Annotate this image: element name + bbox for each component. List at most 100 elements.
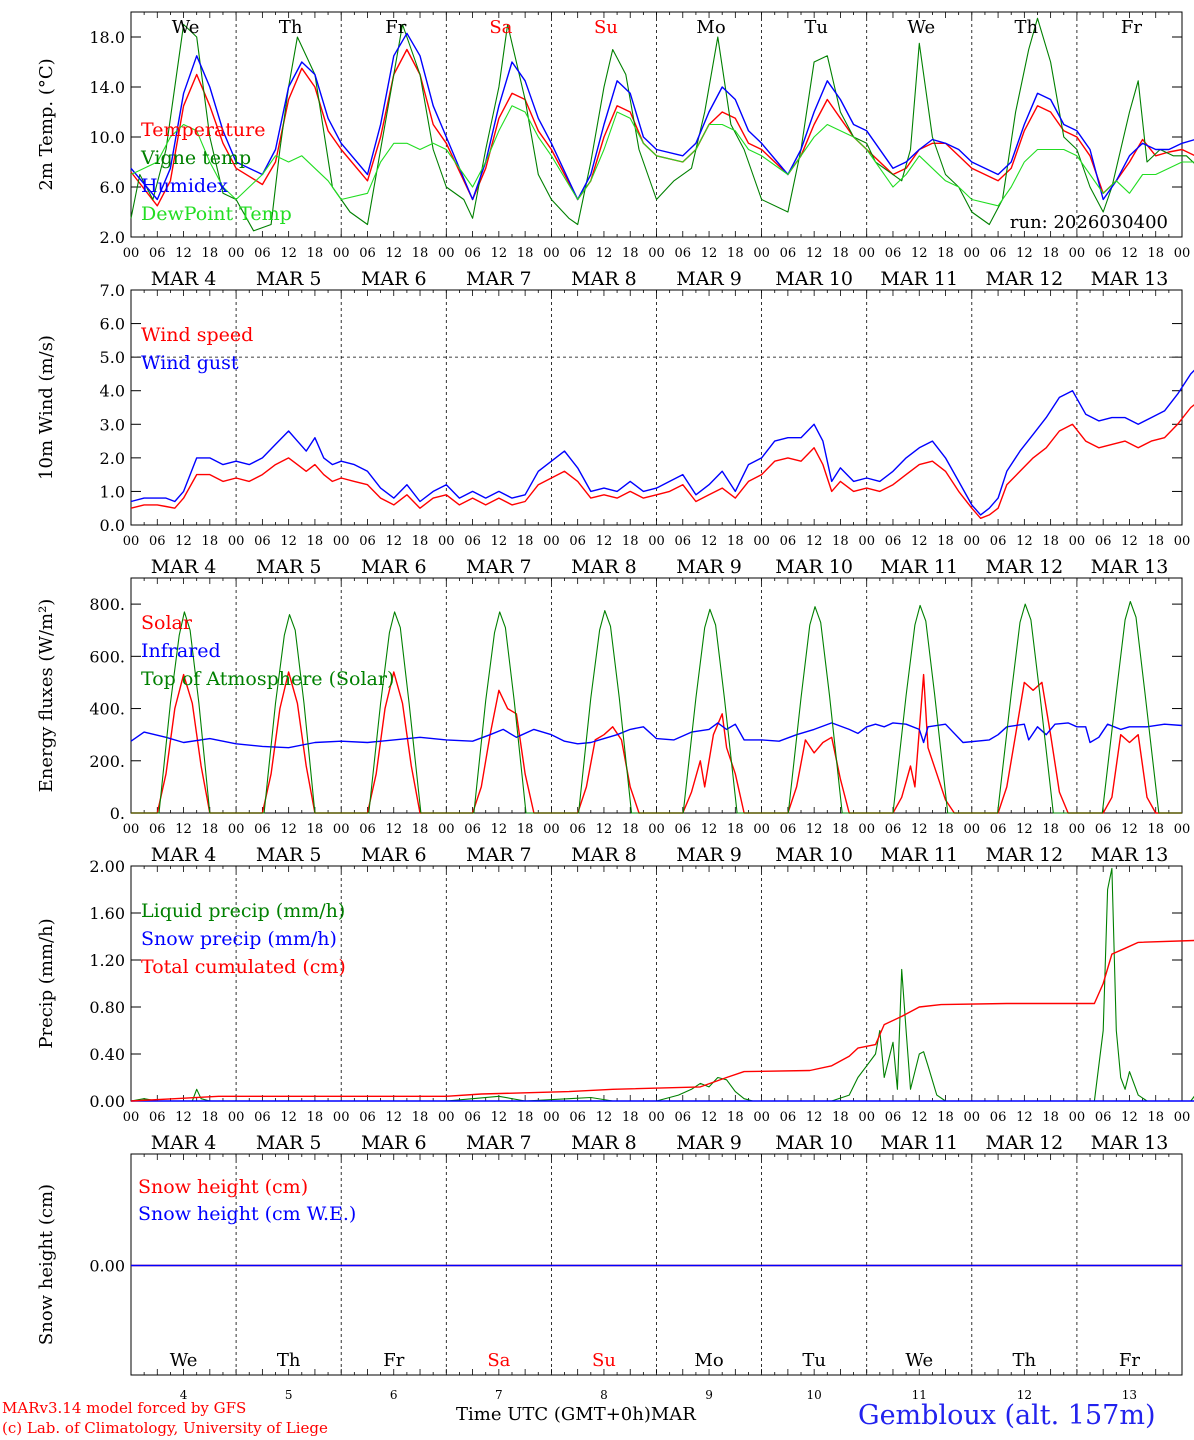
hour-tick-label: 06 bbox=[254, 1110, 271, 1125]
day-number-label: 13 bbox=[1122, 1388, 1137, 1402]
date-label: MAR 11 bbox=[880, 268, 958, 290]
hour-tick-label: 18 bbox=[202, 1110, 219, 1125]
hour-tick-label: 06 bbox=[359, 1110, 376, 1125]
hour-tick-label: 12 bbox=[1016, 534, 1033, 549]
hour-tick-label: 06 bbox=[675, 1110, 692, 1125]
hour-tick-label: 18 bbox=[937, 534, 954, 549]
hour-tick-label: 00 bbox=[648, 1110, 665, 1125]
y-tick-label: 5.0 bbox=[100, 348, 125, 367]
date-label: MAR 8 bbox=[571, 556, 637, 578]
hour-tick-label: 12 bbox=[1016, 246, 1033, 261]
hour-tick-label: 00 bbox=[858, 246, 875, 261]
panel-precip: 0.00 0.40 0.80 1.20 1.60 2.00 Precip (mm/h) Liq… bbox=[36, 857, 1194, 1154]
weekday-label: Mo bbox=[694, 1350, 723, 1371]
date-label: MAR 8 bbox=[571, 844, 637, 866]
hour-tick-label: 06 bbox=[885, 1110, 902, 1125]
hour-tick-label: 06 bbox=[1095, 534, 1112, 549]
hour-tick-label: 18 bbox=[202, 822, 219, 837]
time-axis-caption: Time UTC (GMT+0h)MAR bbox=[456, 1404, 696, 1425]
model-line: MARv3.14 model forced by GFS bbox=[2, 1399, 247, 1417]
hour-tick-label: 18 bbox=[1147, 822, 1164, 837]
date-label: MAR 11 bbox=[880, 844, 958, 866]
hour-tick-label: 18 bbox=[412, 534, 429, 549]
panel-wind: 0.0 1.0 2.0 3.0 4.0 5.0 6.0 7.0 10m Wind (m/s) Wi… bbox=[36, 281, 1194, 578]
hour-tick-label: 18 bbox=[412, 1110, 429, 1125]
y-axis-label: Snow height (cm) bbox=[36, 1184, 57, 1345]
day-number-label: 7 bbox=[495, 1388, 503, 1402]
hour-tick-label: 18 bbox=[622, 822, 639, 837]
hour-tick-label: 06 bbox=[885, 246, 902, 261]
hour-tick-label: 18 bbox=[937, 1110, 954, 1125]
hour-tick-label: 06 bbox=[569, 534, 586, 549]
y-tick-label: 400. bbox=[89, 700, 125, 719]
series-infrared bbox=[130, 722, 1183, 749]
y-tick-label: 1.60 bbox=[89, 904, 125, 923]
credit-line: (c) Lab. of Climatology, University of L… bbox=[2, 1419, 328, 1437]
hour-tick-label: 12 bbox=[491, 246, 508, 261]
hour-tick-label: 06 bbox=[1095, 1110, 1112, 1125]
hour-tick-label: 00 bbox=[438, 246, 455, 261]
date-label: MAR 8 bbox=[571, 1132, 637, 1154]
weekday-label: Sa bbox=[489, 17, 512, 38]
day-number-label: 12 bbox=[1017, 1388, 1032, 1402]
date-label: MAR 10 bbox=[775, 1132, 853, 1154]
y-tick-label: 6.0 bbox=[100, 315, 125, 334]
hour-tick-label: 12 bbox=[1121, 822, 1138, 837]
hour-tick-label: 18 bbox=[517, 246, 534, 261]
hour-tick-label: 18 bbox=[517, 1110, 534, 1125]
series-total-cumulated-cm bbox=[130, 939, 1194, 1102]
hour-tick-label: 00 bbox=[438, 534, 455, 549]
y-tick-label: 600. bbox=[89, 647, 125, 666]
hour-tick-label: 18 bbox=[517, 534, 534, 549]
hour-tick-label: 18 bbox=[1147, 534, 1164, 549]
hour-tick-label: 00 bbox=[648, 534, 665, 549]
hour-tick-label: 06 bbox=[149, 534, 166, 549]
hour-tick-label: 06 bbox=[464, 246, 481, 261]
date-label: MAR 13 bbox=[1091, 1132, 1169, 1154]
weekday-label: Su bbox=[592, 1350, 616, 1371]
date-label: MAR 12 bbox=[985, 556, 1063, 578]
weekday-label: Th bbox=[277, 1350, 301, 1371]
hour-tick-label: 00 bbox=[543, 246, 560, 261]
legend-entry: Snow height (cm) bbox=[138, 1176, 308, 1198]
hour-tick-label: 12 bbox=[701, 246, 718, 261]
date-label: MAR 6 bbox=[361, 268, 427, 290]
date-label: MAR 6 bbox=[361, 556, 427, 578]
weekday-label: We bbox=[170, 1350, 198, 1371]
hour-tick-label: 00 bbox=[858, 822, 875, 837]
y-tick-label: 2.00 bbox=[89, 857, 125, 876]
series-humidex bbox=[130, 32, 1194, 201]
date-label: MAR 12 bbox=[985, 268, 1063, 290]
series-temperature bbox=[130, 48, 1194, 207]
hour-tick-label: 18 bbox=[832, 246, 849, 261]
hour-tick-label: 06 bbox=[149, 246, 166, 261]
hour-tick-label: 00 bbox=[1174, 822, 1191, 837]
legend-entry: Humidex bbox=[141, 175, 228, 197]
y-axis-label: 2m Temp. (°C) bbox=[36, 58, 57, 190]
hour-tick-label: 18 bbox=[832, 822, 849, 837]
hour-tick-label: 06 bbox=[254, 246, 271, 261]
axis-month: MAR bbox=[650, 1404, 696, 1425]
weekday-label: Th bbox=[1015, 17, 1039, 38]
hour-tick-label: 18 bbox=[937, 822, 954, 837]
day-number-label: 8 bbox=[600, 1388, 608, 1402]
hour-tick-label: 06 bbox=[254, 822, 271, 837]
hour-tick-label: 12 bbox=[1121, 1110, 1138, 1125]
date-label: MAR 10 bbox=[775, 844, 853, 866]
date-label: MAR 6 bbox=[361, 844, 427, 866]
legend-entry: Total cumulated (cm) bbox=[141, 956, 346, 978]
hour-tick-label: 00 bbox=[1174, 246, 1191, 261]
hour-tick-label: 00 bbox=[333, 822, 350, 837]
legend-entry: Liquid precip (mm/h) bbox=[141, 900, 345, 922]
date-label: MAR 6 bbox=[361, 1132, 427, 1154]
hour-tick-label: 12 bbox=[806, 1110, 823, 1125]
hour-tick-label: 12 bbox=[175, 246, 192, 261]
legend-entry: Wind gust bbox=[141, 352, 239, 374]
date-label: MAR 5 bbox=[256, 268, 322, 290]
weekday-label: Th bbox=[1013, 1350, 1037, 1371]
legend-entry: Solar bbox=[141, 612, 193, 634]
hour-tick-label: 06 bbox=[359, 246, 376, 261]
hour-tick-label: 06 bbox=[149, 1110, 166, 1125]
series-vigne-temp bbox=[130, 17, 1194, 232]
hour-tick-label: 00 bbox=[753, 822, 770, 837]
